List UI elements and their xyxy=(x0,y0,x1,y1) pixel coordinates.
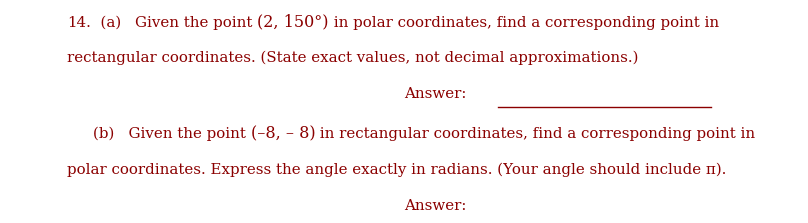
Text: polar coordinates. Express the angle exactly in radians. (Your angle should incl: polar coordinates. Express the angle exa… xyxy=(67,163,726,177)
Text: (–8, – 8): (–8, – 8) xyxy=(250,125,315,142)
Text: (2, 150°): (2, 150°) xyxy=(258,14,329,31)
Text: rectangular coordinates. (State exact values, not decimal approximations.): rectangular coordinates. (State exact va… xyxy=(67,51,638,65)
Text: Answer:: Answer: xyxy=(404,199,466,213)
Text: Given the point: Given the point xyxy=(135,16,258,30)
Text: Answer:: Answer: xyxy=(404,87,466,101)
Text: in polar coordinates, find a corresponding point in: in polar coordinates, find a correspondi… xyxy=(329,16,719,30)
Text: in rectangular coordinates, find a corresponding point in: in rectangular coordinates, find a corre… xyxy=(315,127,755,141)
Text: (b)   Given the point: (b) Given the point xyxy=(93,127,250,141)
Text: (a): (a) xyxy=(91,16,135,30)
Text: 14.: 14. xyxy=(67,16,91,30)
